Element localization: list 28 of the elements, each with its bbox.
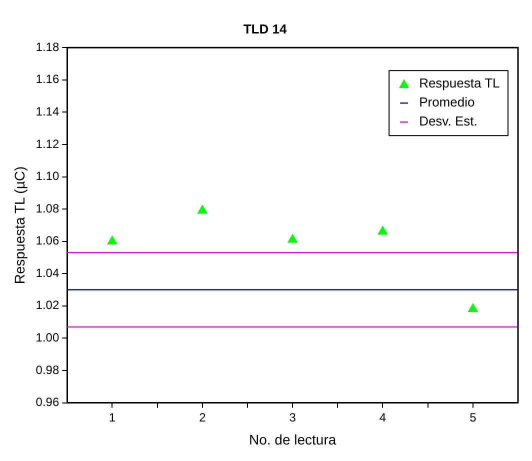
- y-tick-label: 1.16: [36, 72, 60, 86]
- y-tick-label: 1.08: [36, 201, 60, 216]
- legend-label: Respuesta TL: [419, 76, 500, 91]
- point: [107, 236, 118, 244]
- x-axis-title: No. de lectura: [248, 431, 336, 448]
- x-tick-label: 4: [379, 410, 386, 424]
- y-tick-label: 0.98: [36, 362, 60, 377]
- chart-title: TLD 14: [243, 21, 288, 36]
- y-tick-label: 1.04: [36, 266, 60, 280]
- legend-label: Promedio: [419, 94, 475, 110]
- point: [288, 234, 298, 243]
- y-tick-label: 1.10: [36, 169, 60, 184]
- point: [198, 205, 208, 214]
- x-tick-label: 1: [108, 410, 116, 424]
- point: [378, 226, 388, 235]
- legend-label: Desv. Est.: [419, 114, 478, 129]
- y-tick-label: 1.14: [36, 104, 60, 118]
- x-tick-label: 2: [199, 410, 206, 424]
- y-tick-label: 1.02: [36, 298, 60, 312]
- y-tick-label: 1.12: [36, 136, 60, 151]
- y-tick-label: 1.00: [36, 330, 60, 345]
- x-tick-label: 3: [289, 410, 296, 424]
- y-axis-title: Respuesta TL (µC): [11, 166, 28, 284]
- point: [468, 304, 478, 312]
- y-tick-label: 0.96: [36, 395, 60, 410]
- y-tick-label: 1.06: [36, 234, 60, 248]
- x-tick-label: 5: [470, 410, 477, 424]
- y-tick-label: 1.18: [36, 40, 60, 54]
